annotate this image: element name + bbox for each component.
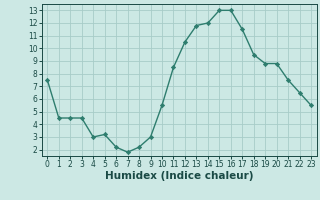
X-axis label: Humidex (Indice chaleur): Humidex (Indice chaleur) (105, 171, 253, 181)
